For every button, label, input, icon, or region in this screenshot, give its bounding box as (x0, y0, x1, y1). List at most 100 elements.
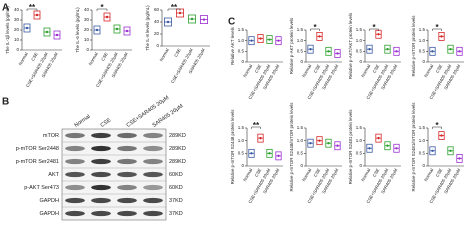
x-tick-label: Normal (360, 64, 371, 79)
y-tick-label: 40 (154, 19, 160, 24)
y-tick-label: 0 (241, 163, 244, 168)
point (55, 33, 59, 37)
y-tick-label: 40 (14, 7, 20, 12)
point (336, 52, 339, 55)
blot-band (143, 184, 163, 191)
bracket (369, 28, 379, 31)
x-tick-label: Normal (88, 52, 99, 67)
point (178, 11, 182, 15)
blot-row-label: p-mTOR Ser2481 (16, 159, 59, 165)
significance: * (435, 121, 439, 130)
point (268, 152, 271, 155)
point (440, 134, 443, 137)
point (440, 35, 443, 38)
y-axis-label: Relative p-AKT protein levels (289, 17, 294, 74)
significance: * (435, 23, 439, 32)
panel-letter: C (228, 17, 235, 28)
y-tick-label: 0 (16, 47, 19, 52)
y-tick-label: 60 (154, 7, 160, 12)
x-tick-label: CSE (173, 47, 182, 57)
x-tick-label: Normal (301, 64, 312, 79)
blot-band (117, 197, 137, 204)
point (309, 48, 312, 51)
blot-band (65, 184, 85, 191)
y-tick-label: 0.5 (419, 151, 426, 156)
y-tick-label: 0.5 (419, 49, 426, 54)
y-tick-label: 0 (300, 59, 303, 64)
point (431, 149, 434, 152)
bracket (167, 8, 181, 11)
y-tick-label: 0.5 (356, 49, 363, 54)
y-axis-label: Relative AKT levels (230, 26, 235, 65)
blot-row-label: AKT (48, 172, 59, 178)
significance: * (100, 3, 104, 12)
x-tick-label: CSE (435, 63, 444, 73)
blot-size-label: 37KD (169, 211, 183, 217)
y-tick-label: 1.5 (419, 27, 426, 32)
point (259, 37, 262, 40)
y-axis-label: The IL-6 levels (pg/mL) (75, 7, 80, 53)
y-tick-label: 10 (84, 37, 90, 42)
bracket (432, 28, 442, 31)
blot-band (143, 210, 163, 217)
x-tick-label: Normal (301, 168, 312, 183)
y-tick-label: 1.0 (356, 38, 363, 43)
blot-column-label: Normal (74, 114, 92, 129)
y-axis-label: Relative p-mTOR S2448/mTOR protein level… (289, 102, 294, 192)
blot-band (91, 210, 111, 217)
y-tick-label: 0.5 (238, 49, 245, 54)
blot-band (143, 132, 163, 139)
blot-band (143, 171, 163, 178)
y-tick-label: 1.0 (238, 38, 245, 43)
blot-column-label: CSE (100, 117, 113, 129)
blot-band (65, 145, 85, 152)
blot-band (91, 145, 111, 152)
y-tick-label: 0 (359, 59, 362, 64)
significance: * (313, 23, 317, 32)
y-tick-label: 30 (14, 17, 20, 22)
x-tick-label: CSE (313, 63, 322, 73)
y-axis-label: Relative p-mTOR S2481 protein levels (348, 109, 353, 185)
point (202, 18, 206, 21)
y-tick-label: 0 (422, 59, 425, 64)
point (309, 142, 312, 145)
point (377, 136, 380, 140)
significance: * (372, 23, 376, 32)
y-tick-label: 0 (359, 163, 362, 168)
point (368, 48, 371, 51)
blot-band (143, 158, 163, 165)
blot-column-label: CSE+SAR405 20μM (126, 95, 171, 129)
y-tick-label: 1.5 (297, 125, 304, 130)
panel-letter: A (2, 3, 9, 14)
blot-band (65, 158, 85, 165)
blot-band (65, 171, 85, 178)
point (250, 39, 253, 42)
y-axis-label: The IL-8 levels (pg/mL) (145, 5, 150, 51)
point (449, 48, 452, 51)
y-tick-label: 1.0 (419, 38, 426, 43)
x-tick-label: CSE (372, 167, 381, 177)
blot-band (117, 210, 137, 217)
point (268, 38, 271, 41)
point (386, 144, 389, 147)
blot-size-label: 289KD (169, 159, 186, 165)
point (105, 15, 109, 19)
blot-band (91, 197, 111, 204)
point (327, 142, 330, 145)
blot-band (91, 171, 111, 178)
point (250, 152, 253, 155)
blot-row-label: p-AKT Ser473 (24, 185, 59, 191)
blot-size-label: 289KD (169, 133, 186, 139)
blot-band (117, 184, 137, 191)
point (277, 154, 280, 158)
point (115, 27, 119, 31)
point (336, 144, 339, 147)
point (395, 147, 398, 150)
blot-size-label: 60KD (169, 172, 183, 178)
y-tick-label: 1.0 (238, 138, 245, 143)
x-tick-label: Normal (423, 64, 434, 79)
y-tick-label: 1.5 (238, 125, 245, 130)
x-tick-label: Normal (18, 52, 29, 67)
y-tick-label: 40 (84, 7, 90, 12)
y-tick-label: 1.5 (356, 125, 363, 130)
